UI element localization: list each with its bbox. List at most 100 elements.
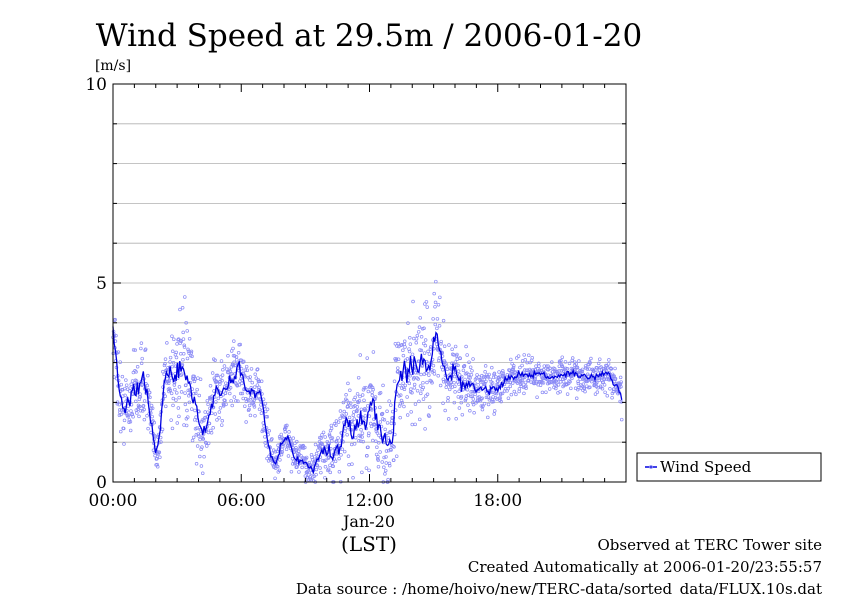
scatter-point <box>470 394 474 398</box>
legend-box <box>636 452 822 482</box>
scatter-point <box>350 462 354 466</box>
scatter-point <box>174 398 178 402</box>
scatter-point <box>172 337 176 342</box>
scatter-point <box>560 364 565 369</box>
scatter-point <box>190 438 195 443</box>
scatter-point <box>314 467 319 472</box>
scatter-point <box>410 352 415 357</box>
scatter-point <box>587 367 592 371</box>
scatter-point <box>339 453 343 457</box>
scatter-point <box>257 385 261 390</box>
scatter-point <box>492 412 496 416</box>
scatter-point <box>138 409 143 413</box>
scatter-point <box>342 409 346 414</box>
scatter-point <box>323 475 327 480</box>
scatter-point <box>569 374 573 379</box>
scatter-point <box>341 415 346 419</box>
scatter-point <box>494 390 498 394</box>
scatter-point <box>619 385 623 389</box>
scatter-point <box>291 436 296 440</box>
scatter-point <box>443 408 447 413</box>
scatter-point <box>126 413 131 417</box>
scatter-point <box>182 423 186 427</box>
scatter-point <box>245 368 249 373</box>
scatter-point <box>421 397 426 401</box>
scatter-point <box>139 361 144 366</box>
scatter-point <box>279 432 283 437</box>
scatter-point <box>450 361 454 365</box>
scatter-point <box>355 392 360 396</box>
scatter-point <box>546 364 550 368</box>
x-tick-label: 06:00 <box>217 491 266 511</box>
scatter-point <box>426 361 430 366</box>
scatter-point <box>372 423 377 427</box>
scatter-point <box>383 472 387 476</box>
scatter-point <box>367 468 371 473</box>
scatter-point <box>509 392 514 397</box>
scatter-point <box>220 378 224 383</box>
scatter-point <box>277 435 282 439</box>
scatter-point <box>373 395 378 399</box>
scatter-point <box>417 399 421 404</box>
scatter-point <box>139 341 144 345</box>
scatter-point <box>328 470 333 475</box>
scatter-point <box>452 400 457 405</box>
scatter-point <box>399 398 404 403</box>
scatter-point <box>509 357 513 362</box>
scatter-point <box>460 412 465 417</box>
scatter-point <box>142 399 147 403</box>
scatter-point <box>329 423 334 428</box>
scatter-point <box>471 402 476 407</box>
scatter-point <box>226 353 230 358</box>
scatter-point <box>471 357 475 361</box>
scatter-point <box>364 385 368 390</box>
scatter-point <box>524 384 528 388</box>
scatter-point <box>168 360 172 364</box>
scatter-point <box>514 392 518 397</box>
scatter-point <box>231 363 236 368</box>
scatter-point <box>198 437 202 442</box>
scatter-point <box>198 377 203 382</box>
scatter-point <box>384 455 388 459</box>
scatter-point <box>567 361 572 366</box>
scatter-point <box>228 391 232 396</box>
scatter-point <box>338 409 343 413</box>
scatter-point <box>121 426 126 431</box>
scatter-point <box>535 380 539 384</box>
scatter-point <box>466 393 470 397</box>
scatter-point <box>159 440 163 444</box>
scatter-point <box>609 366 614 371</box>
scatter-point <box>222 364 227 368</box>
scatter-point <box>121 394 125 398</box>
scatter-point <box>392 379 397 384</box>
scatter-point <box>189 351 193 355</box>
scatter-point <box>170 364 174 369</box>
scatter-point <box>401 348 405 353</box>
scatter-point <box>383 468 388 473</box>
scatter-point <box>499 391 503 396</box>
scatter-point <box>556 383 561 387</box>
scatter-point <box>190 354 194 359</box>
scatter-point <box>453 360 458 364</box>
scatter-point <box>484 379 488 384</box>
scatter-point <box>423 427 427 431</box>
scatter-point <box>435 317 440 321</box>
scatter-point <box>131 415 135 419</box>
x-tick-label: 18:00 <box>473 491 522 511</box>
scatter-point <box>498 396 503 400</box>
scatter-point <box>541 381 546 385</box>
scatter-point <box>341 400 346 405</box>
scatter-point <box>232 395 237 399</box>
scatter-point <box>206 402 210 407</box>
scatter-point <box>370 408 374 412</box>
scatter-point <box>220 423 224 427</box>
scatter-point <box>542 364 547 368</box>
scatter-point <box>517 387 522 391</box>
scatter-point <box>461 368 466 373</box>
scatter-point <box>378 391 383 395</box>
scatter-point <box>598 357 602 361</box>
scatter-point <box>213 412 218 416</box>
scatter-point <box>412 382 417 387</box>
scatter-point <box>495 383 500 387</box>
scatter-point <box>145 383 150 388</box>
